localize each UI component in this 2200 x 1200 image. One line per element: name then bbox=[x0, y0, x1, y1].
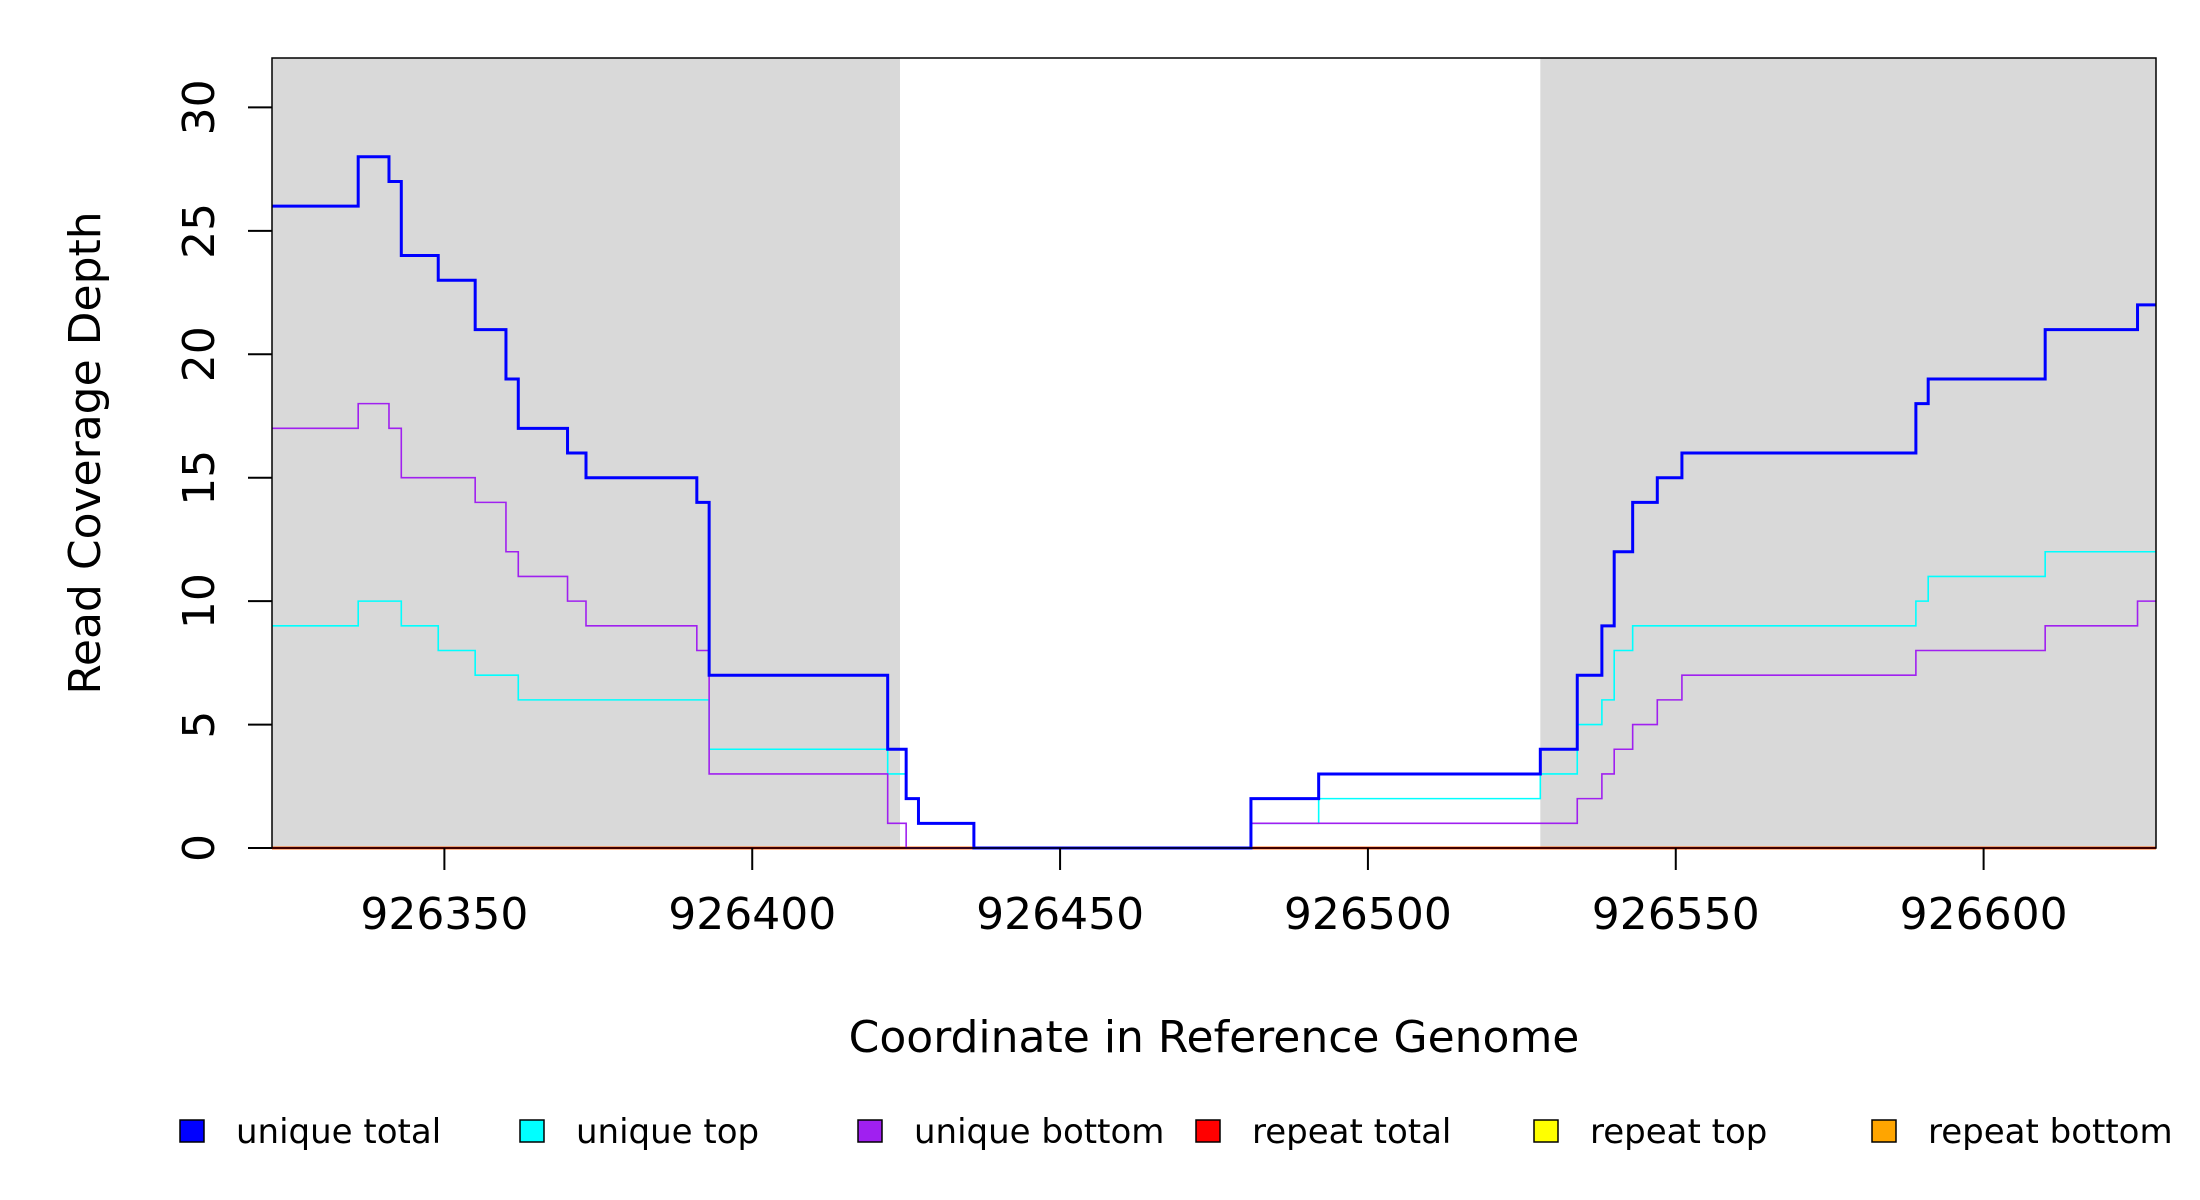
x-tick-label: 926400 bbox=[668, 889, 836, 940]
x-tick-label: 926600 bbox=[1900, 889, 2068, 940]
x-tick-label: 926450 bbox=[976, 889, 1144, 940]
y-tick-label: 5 bbox=[174, 711, 225, 739]
y-tick-label: 10 bbox=[174, 573, 225, 629]
legend: unique total unique top unique bottom repea… bbox=[179, 1112, 2173, 1152]
legend-swatch-unique-top bbox=[519, 1119, 545, 1143]
y-tick-label: 0 bbox=[174, 834, 225, 862]
legend-swatch-repeat-top bbox=[1533, 1119, 1559, 1143]
legend-label-unique-top: unique top bbox=[576, 1112, 759, 1152]
series-line-unique-total bbox=[272, 155, 2156, 850]
y-tick-label: 25 bbox=[174, 203, 225, 259]
y-tick-label: 30 bbox=[174, 79, 225, 135]
plot-frame bbox=[271, 57, 2157, 849]
legend-label-repeat-total: repeat total bbox=[1252, 1112, 1451, 1152]
x-tick-label: 926500 bbox=[1284, 889, 1452, 940]
x-axis: 926350 926400 926450 926500 926550 926600 bbox=[360, 848, 2068, 940]
series-line-unique-bottom bbox=[272, 402, 2156, 849]
legend-swatch-unique-total bbox=[179, 1119, 205, 1143]
legend-swatch-unique-bottom bbox=[857, 1119, 883, 1143]
legend-swatch-repeat-total bbox=[1195, 1119, 1221, 1143]
x-axis-title: Coordinate in Reference Genome bbox=[849, 1012, 1580, 1063]
x-tick-label: 926350 bbox=[360, 889, 528, 940]
x-tick-label: 926550 bbox=[1592, 889, 1760, 940]
y-tick-label: 15 bbox=[174, 450, 225, 506]
legend-swatch-repeat-bottom bbox=[1871, 1119, 1897, 1143]
legend-label-unique-total: unique total bbox=[236, 1112, 441, 1152]
plot-border bbox=[271, 57, 2157, 849]
legend-label-repeat-bottom: repeat bottom bbox=[1928, 1112, 2173, 1152]
y-axis-title: Read Coverage Depth bbox=[60, 211, 111, 694]
legend-label-unique-bottom: unique bottom bbox=[914, 1112, 1164, 1152]
y-tick-label: 20 bbox=[174, 326, 225, 382]
legend-label-repeat-top: repeat top bbox=[1590, 1112, 1767, 1152]
y-axis: 0 5 10 15 20 25 30 bbox=[174, 79, 272, 862]
